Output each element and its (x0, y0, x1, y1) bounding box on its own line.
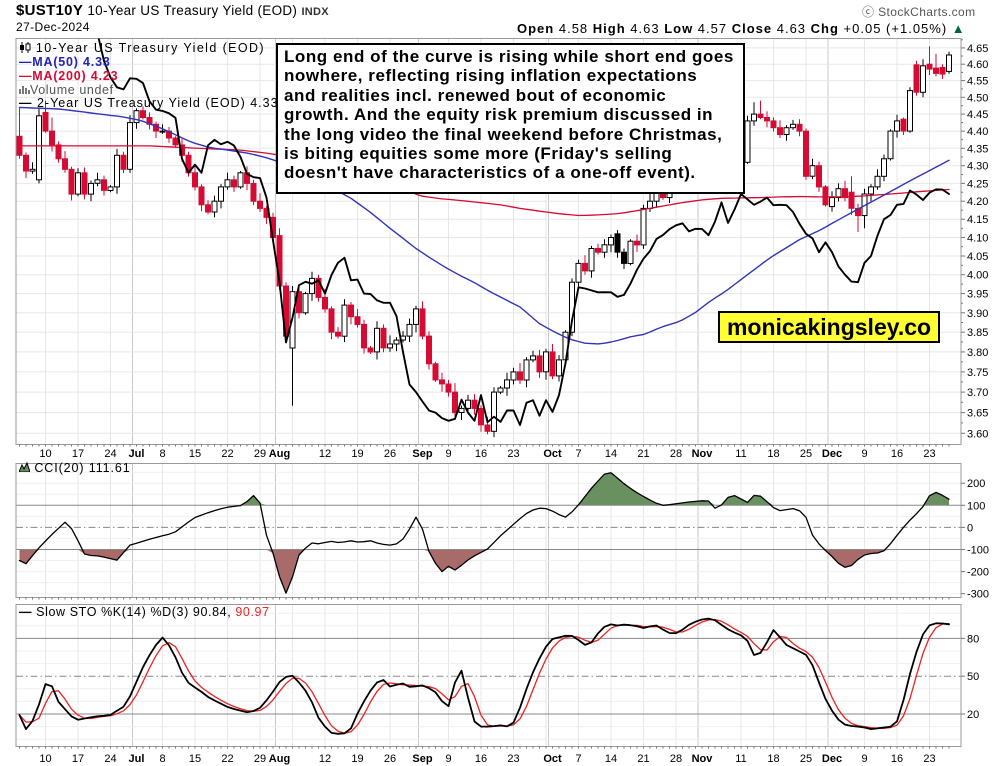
svg-text:Dec: Dec (822, 753, 842, 765)
svg-text:4.65: 4.65 (967, 43, 988, 55)
svg-text:9: 9 (445, 753, 451, 765)
svg-text:0: 0 (967, 522, 973, 534)
svg-text:3.85: 3.85 (967, 327, 988, 339)
svg-text:3.70: 3.70 (967, 387, 988, 399)
svg-text:16: 16 (891, 448, 903, 460)
svg-text:18: 18 (767, 753, 779, 765)
svg-text:24: 24 (104, 753, 116, 765)
svg-text:3.60: 3.60 (967, 428, 988, 440)
svg-text:16: 16 (475, 448, 487, 460)
svg-text:4.20: 4.20 (967, 196, 988, 208)
svg-text:4.15: 4.15 (967, 214, 988, 226)
svg-text:80: 80 (967, 633, 979, 645)
svg-text:19: 19 (351, 753, 363, 765)
svg-text:28: 28 (670, 753, 682, 765)
svg-text:9: 9 (445, 448, 451, 460)
svg-text:23: 23 (923, 448, 935, 460)
svg-text:10: 10 (39, 753, 51, 765)
svg-text:7: 7 (575, 753, 581, 765)
svg-text:9: 9 (861, 448, 867, 460)
svg-text:23: 23 (507, 753, 519, 765)
svg-text:Sep: Sep (412, 753, 432, 765)
svg-text:50: 50 (967, 671, 979, 683)
svg-text:Sep: Sep (412, 448, 432, 460)
svg-text:Aug: Aug (269, 448, 290, 460)
svg-text:3.80: 3.80 (967, 347, 988, 359)
svg-text:24: 24 (104, 448, 116, 460)
svg-text:4.35: 4.35 (967, 143, 988, 155)
svg-text:Aug: Aug (269, 753, 290, 765)
svg-text:29: 29 (254, 753, 266, 765)
svg-text:8: 8 (159, 753, 165, 765)
svg-text:15: 15 (189, 753, 201, 765)
svg-text:16: 16 (891, 753, 903, 765)
svg-text:12: 12 (319, 448, 331, 460)
svg-text:8: 8 (159, 448, 165, 460)
svg-text:25: 25 (800, 448, 812, 460)
svg-text:12: 12 (319, 753, 331, 765)
svg-text:Jul: Jul (129, 753, 145, 765)
svg-text:-300: -300 (967, 589, 989, 601)
svg-text:23: 23 (507, 448, 519, 460)
svg-text:14: 14 (605, 753, 617, 765)
svg-text:15: 15 (189, 448, 201, 460)
svg-text:14: 14 (605, 448, 617, 460)
svg-text:9: 9 (861, 753, 867, 765)
svg-text:16: 16 (475, 753, 487, 765)
svg-text:23: 23 (923, 753, 935, 765)
svg-text:Jul: Jul (129, 448, 145, 460)
svg-text:11: 11 (735, 448, 746, 460)
svg-text:11: 11 (735, 753, 746, 765)
svg-text:29: 29 (254, 448, 266, 460)
svg-text:Dec: Dec (822, 448, 842, 460)
svg-text:4.25: 4.25 (967, 178, 988, 190)
svg-text:3.90: 3.90 (967, 308, 988, 320)
svg-text:22: 22 (221, 753, 233, 765)
svg-text:4.40: 4.40 (967, 126, 988, 138)
svg-text:26: 26 (384, 753, 396, 765)
svg-text:3.65: 3.65 (967, 408, 988, 420)
svg-text:-200: -200 (967, 567, 989, 579)
svg-text:Oct: Oct (543, 753, 562, 765)
svg-text:200: 200 (967, 478, 985, 490)
svg-text:20: 20 (967, 709, 979, 721)
svg-text:3.95: 3.95 (967, 289, 988, 301)
svg-text:100: 100 (967, 500, 985, 512)
svg-text:4.60: 4.60 (967, 59, 988, 71)
svg-text:7: 7 (575, 448, 581, 460)
svg-text:17: 17 (72, 753, 84, 765)
svg-text:4.10: 4.10 (967, 233, 988, 245)
svg-text:4.05: 4.05 (967, 251, 988, 263)
svg-text:22: 22 (221, 448, 233, 460)
svg-text:4.50: 4.50 (967, 92, 988, 104)
svg-text:Oct: Oct (543, 448, 562, 460)
svg-text:4.30: 4.30 (967, 161, 988, 173)
svg-text:18: 18 (767, 448, 779, 460)
svg-text:3.75: 3.75 (967, 367, 988, 379)
svg-text:19: 19 (351, 448, 363, 460)
svg-text:-100: -100 (967, 545, 989, 557)
svg-text:21: 21 (637, 448, 649, 460)
svg-text:4.45: 4.45 (967, 109, 988, 121)
svg-text:28: 28 (670, 448, 682, 460)
svg-text:26: 26 (384, 448, 396, 460)
svg-text:10: 10 (39, 448, 51, 460)
svg-text:17: 17 (72, 448, 84, 460)
svg-text:Nov: Nov (692, 753, 714, 765)
svg-text:4.00: 4.00 (967, 270, 988, 282)
svg-text:25: 25 (800, 753, 812, 765)
svg-text:4.55: 4.55 (967, 76, 988, 88)
svg-text:Nov: Nov (692, 448, 714, 460)
svg-text:21: 21 (637, 753, 649, 765)
